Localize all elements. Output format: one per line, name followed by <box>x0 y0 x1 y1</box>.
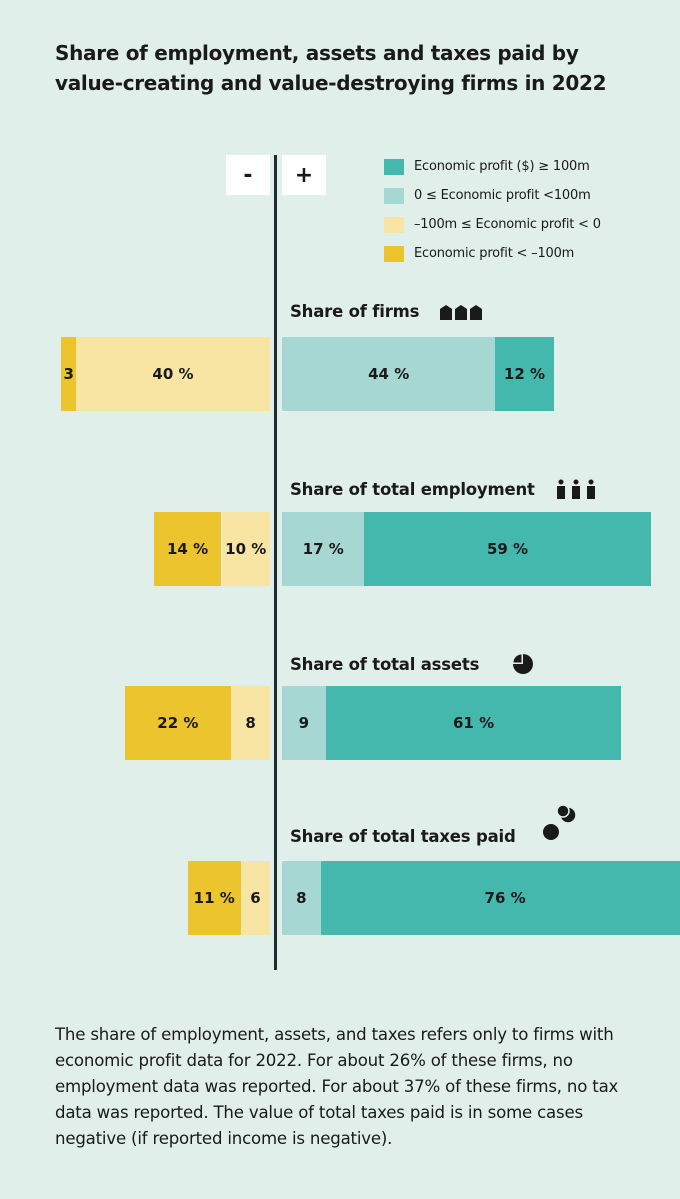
buildings-icon <box>439 304 485 320</box>
bar-value-label: 9 <box>298 714 310 732</box>
bar-value-label: 40 % <box>152 365 194 383</box>
chart-title-line-2: value-creating and value-destroying firm… <box>55 71 607 95</box>
bar-value-label: 17 % <box>302 540 344 558</box>
bar-firms-loss-0-to-100m: 40 % <box>76 337 270 411</box>
group-title-label: Share of total employment <box>290 479 535 499</box>
legend-label: Economic profit < –100m <box>414 246 575 261</box>
chart-title-line-1: Share of employment, assets and taxes pa… <box>55 41 579 65</box>
legend-item-loss-0-to-100m: –100m ≤ Economic profit < 0 <box>384 210 601 239</box>
group-title-label: Share of firms <box>290 302 420 321</box>
bar-taxes-profit-ge-100m: 76 % <box>320 861 680 935</box>
legend-label: Economic profit ($) ≥ 100m <box>414 159 590 174</box>
legend-swatch <box>384 187 404 204</box>
group-title-taxes: Share of total taxes paid <box>290 804 580 846</box>
group-title-assets: Share of total assets <box>290 654 534 674</box>
legend-item-profit-0-to-100m: 0 ≤ Economic profit <100m <box>384 181 601 210</box>
pie-icon <box>513 654 534 674</box>
bar-taxes-profit-0-to-100m: 8 <box>282 861 321 935</box>
group-title-firms: Share of firms <box>290 302 485 321</box>
bar-firms-profit-ge-100m: 12 % <box>495 337 554 411</box>
zero-axis-line <box>274 155 277 970</box>
bar-value-label: 59 % <box>486 540 529 558</box>
bar-value-label: 22 % <box>157 714 199 732</box>
bar-taxes-loss-lt-100m: 11 % <box>187 861 241 935</box>
bar-value-label: 61 % <box>452 714 495 732</box>
bar-assets-loss-0-to-100m: 8 <box>231 686 270 760</box>
bar-value-label: 76 % <box>484 889 526 907</box>
bar-value-label: 44 % <box>368 365 410 383</box>
footnote: The share of employment, assets, and tax… <box>55 1025 619 1148</box>
bar-assets-loss-lt-100m: 22 % <box>124 686 232 760</box>
bar-value-label: 11 % <box>193 889 235 907</box>
positive-side-marker: + <box>282 155 326 195</box>
bar-employment-loss-0-to-100m: 10 % <box>221 512 270 586</box>
bar-employment-profit-ge-100m: 59 % <box>364 512 651 586</box>
negative-side-marker: - <box>226 155 270 195</box>
bar-value-label: 10 % <box>225 540 267 558</box>
legend-swatch <box>384 216 404 233</box>
legend-swatch <box>384 158 404 175</box>
legend-item-profit-ge-100m: Economic profit ($) ≥ 100m <box>384 152 601 181</box>
bar-employment-loss-lt-100m: 14 % <box>153 512 222 586</box>
bar-assets-profit-ge-100m: 61 % <box>325 686 622 760</box>
bar-value-label: 8 <box>296 889 307 907</box>
legend-item-loss-lt-100m: Economic profit < –100m <box>384 239 601 268</box>
bar-taxes-loss-0-to-100m: 6 <box>240 861 270 935</box>
bar-value-label: 12 % <box>503 365 546 383</box>
legend-label: 0 ≤ Economic profit <100m <box>414 188 591 203</box>
group-title-employment: Share of total employment <box>290 479 597 499</box>
group-title-label: Share of total taxes paid <box>290 827 516 846</box>
bar-value-label: 14 % <box>166 540 209 558</box>
chart-title: Share of employment, assets and taxes pa… <box>55 38 655 98</box>
group-title-label: Share of total assets <box>290 654 480 674</box>
bar-value-label: 3 <box>63 365 74 383</box>
legend-label: –100m ≤ Economic profit < 0 <box>414 217 601 232</box>
people-icon <box>555 479 597 499</box>
legend-swatch <box>384 245 404 262</box>
bar-firms-profit-0-to-100m: 44 % <box>282 337 496 411</box>
bar-firms-loss-lt-100m: 3 <box>61 337 76 411</box>
bar-employment-profit-0-to-100m: 17 % <box>282 512 365 586</box>
bar-assets-profit-0-to-100m: 9 <box>282 686 326 760</box>
legend: Economic profit ($) ≥ 100m 0 ≤ Economic … <box>384 152 601 268</box>
bar-value-label: 6 <box>250 889 261 907</box>
coins-icon <box>542 804 580 841</box>
bar-value-label: 8 <box>245 714 256 732</box>
